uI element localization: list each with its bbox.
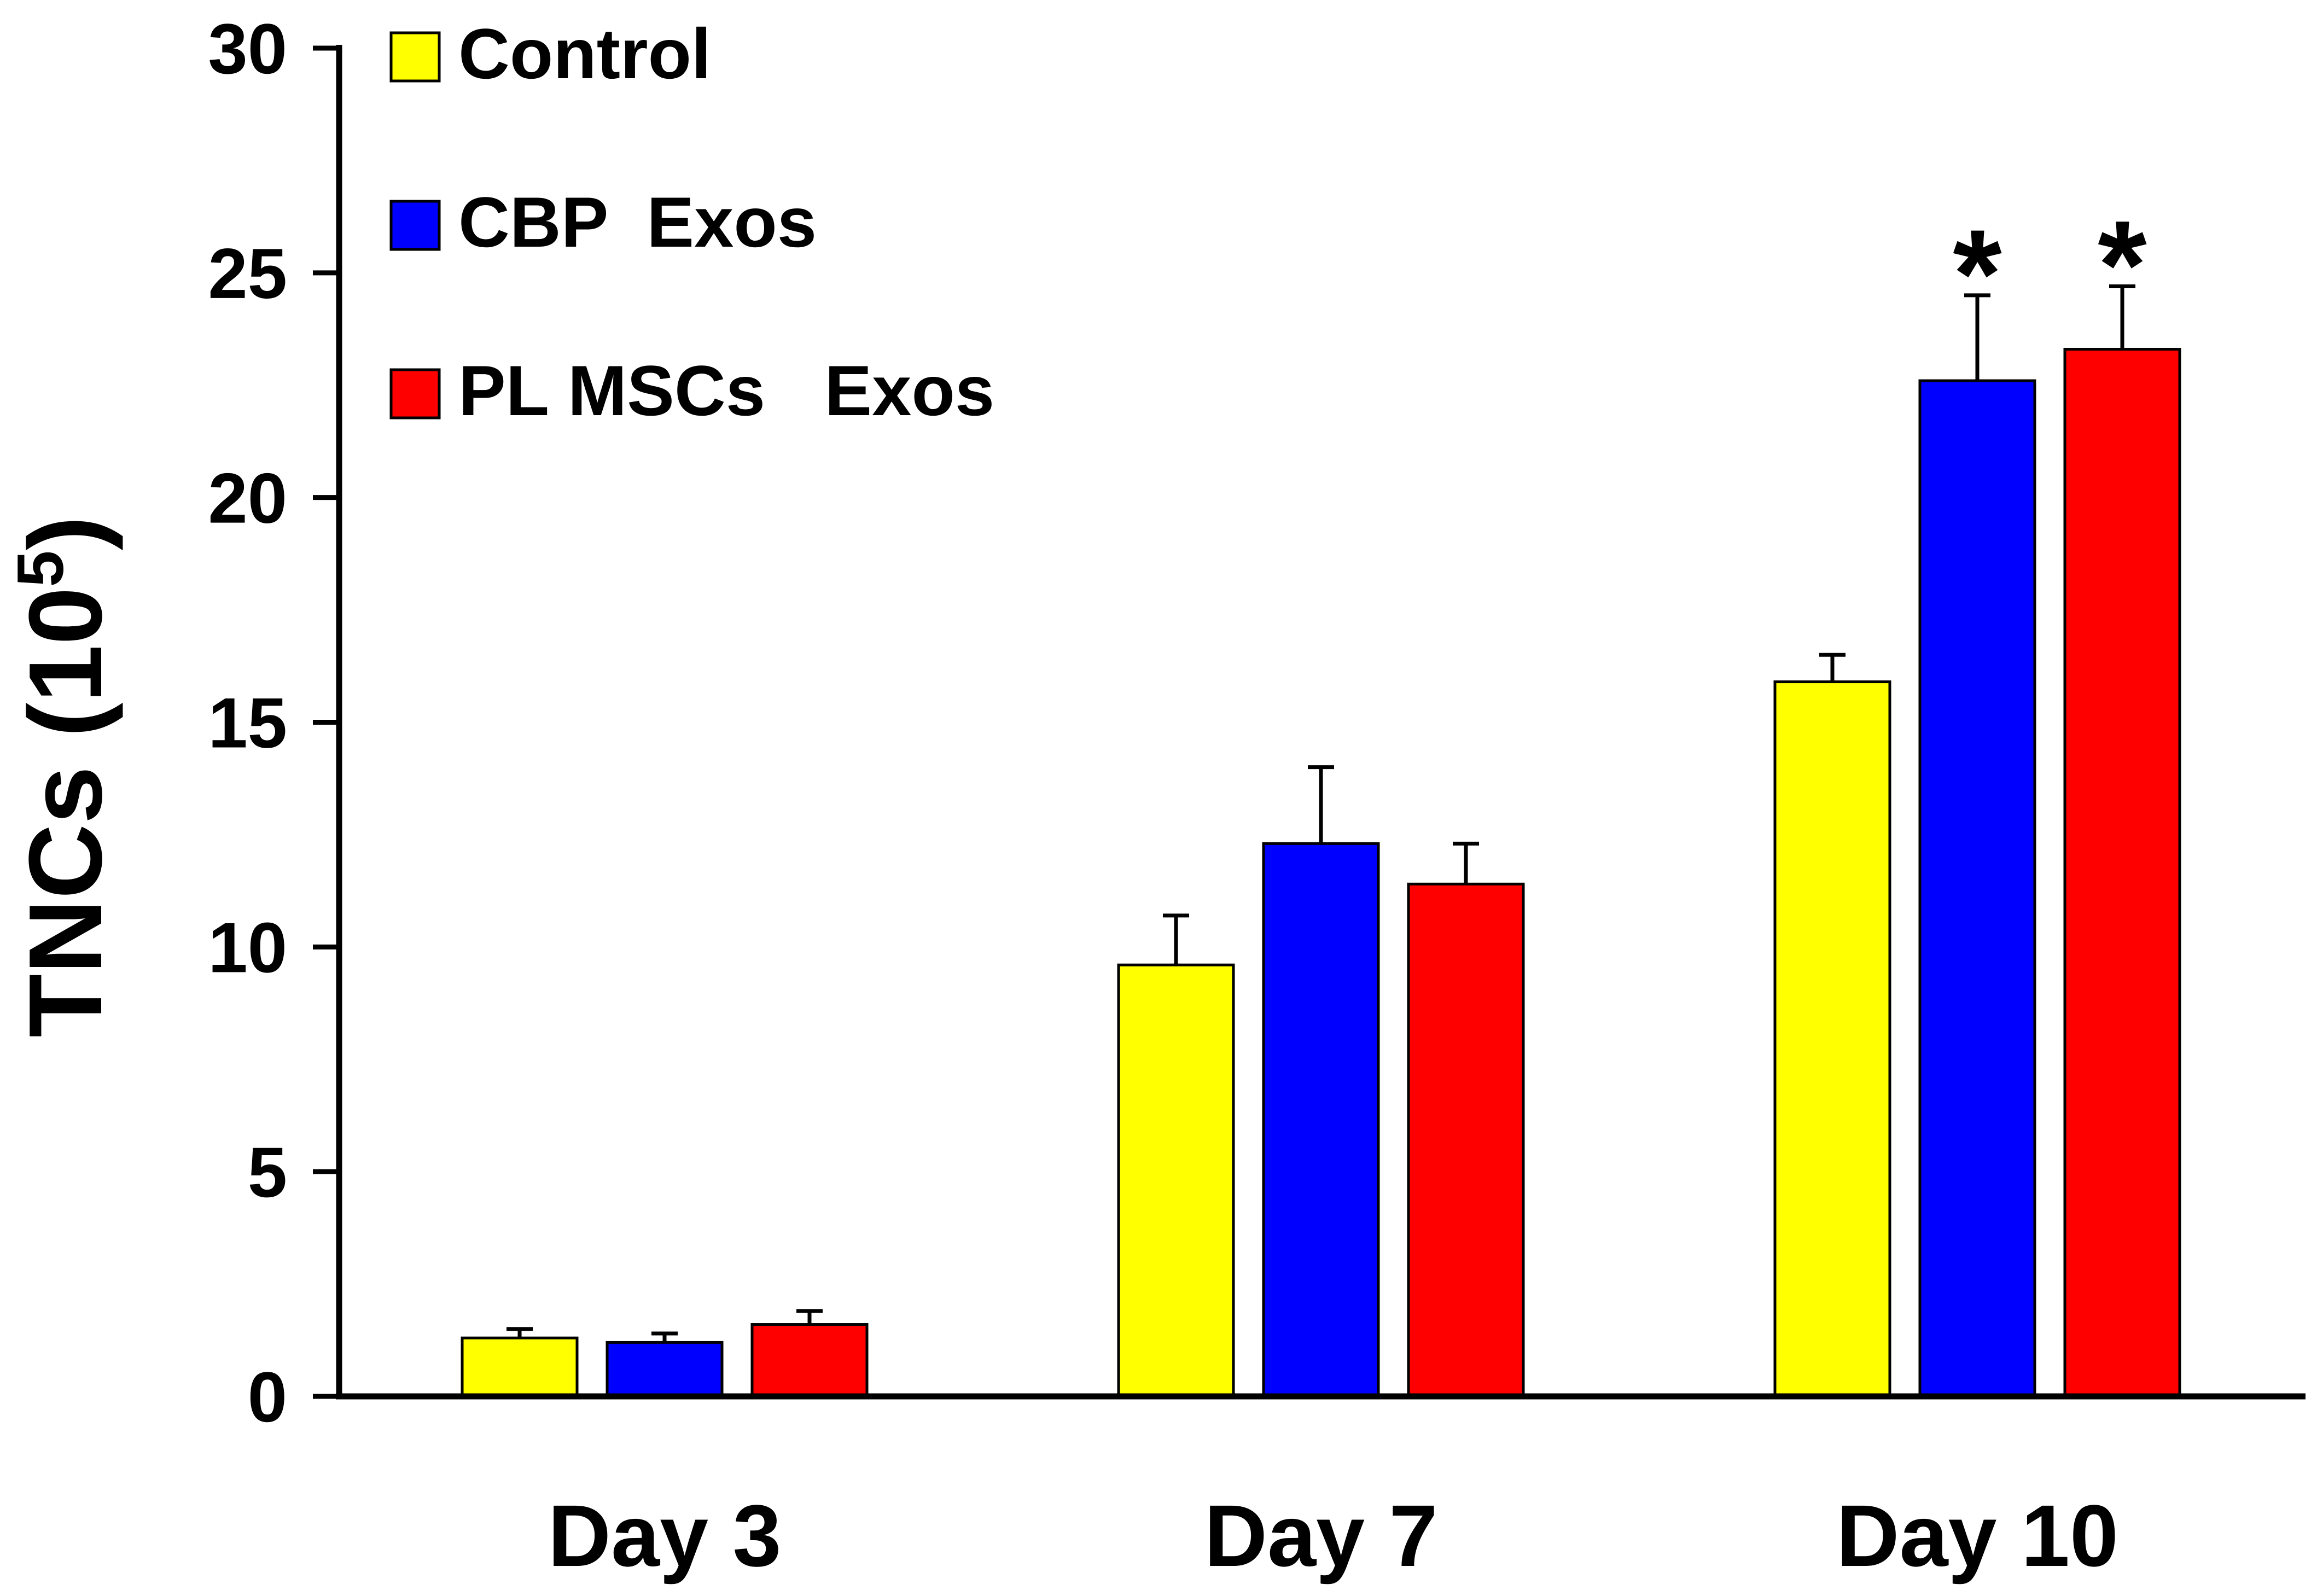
x-tick-label: Day 10 (1836, 1487, 2118, 1585)
legend-swatch (389, 368, 441, 420)
y-axis-title-text: TNCs (10 (8, 587, 124, 1038)
y-tick-label: 5 (248, 1132, 287, 1212)
legend-label: Control (458, 14, 711, 94)
bar (750, 1323, 869, 1398)
bar (1262, 842, 1380, 1398)
y-axis-title-superscript: 5 (4, 550, 77, 587)
y-tick-label: 25 (208, 234, 287, 313)
axes-group: 0 5 10 15 20 25 30 Day 3 Day 7 Day 10 (208, 9, 2306, 1585)
y-axis-title: TNCs (105) (4, 516, 124, 1038)
bar (606, 1341, 724, 1398)
y-tick-label: 20 (208, 458, 287, 538)
bar (1117, 963, 1235, 1398)
bar (1918, 379, 2036, 1398)
significance-asterisk: * (2098, 194, 2147, 335)
legend: Control CBP Exos PL MSCs Exos (389, 14, 994, 430)
legend-swatch (389, 31, 441, 83)
bar (461, 1336, 579, 1398)
legend-swatch (389, 200, 441, 251)
x-tick-label: Day 3 (548, 1487, 782, 1585)
significance-asterisk: * (1953, 203, 2002, 344)
bar (1407, 882, 1525, 1398)
y-tick-label: 0 (248, 1357, 287, 1437)
legend-label: CBP Exos (458, 182, 817, 262)
bar (2063, 348, 2181, 1398)
y-tick-label: 30 (208, 9, 287, 89)
y-tick-label: 10 (208, 907, 287, 987)
y-tick-label: 15 (208, 683, 287, 763)
legend-label: PL MSCs Exos (458, 351, 994, 430)
x-tick-label: Day 7 (1204, 1487, 1438, 1585)
bar (1773, 680, 1891, 1398)
y-axis-title-close: ) (8, 516, 124, 550)
bars-group: * * (461, 194, 2181, 1398)
